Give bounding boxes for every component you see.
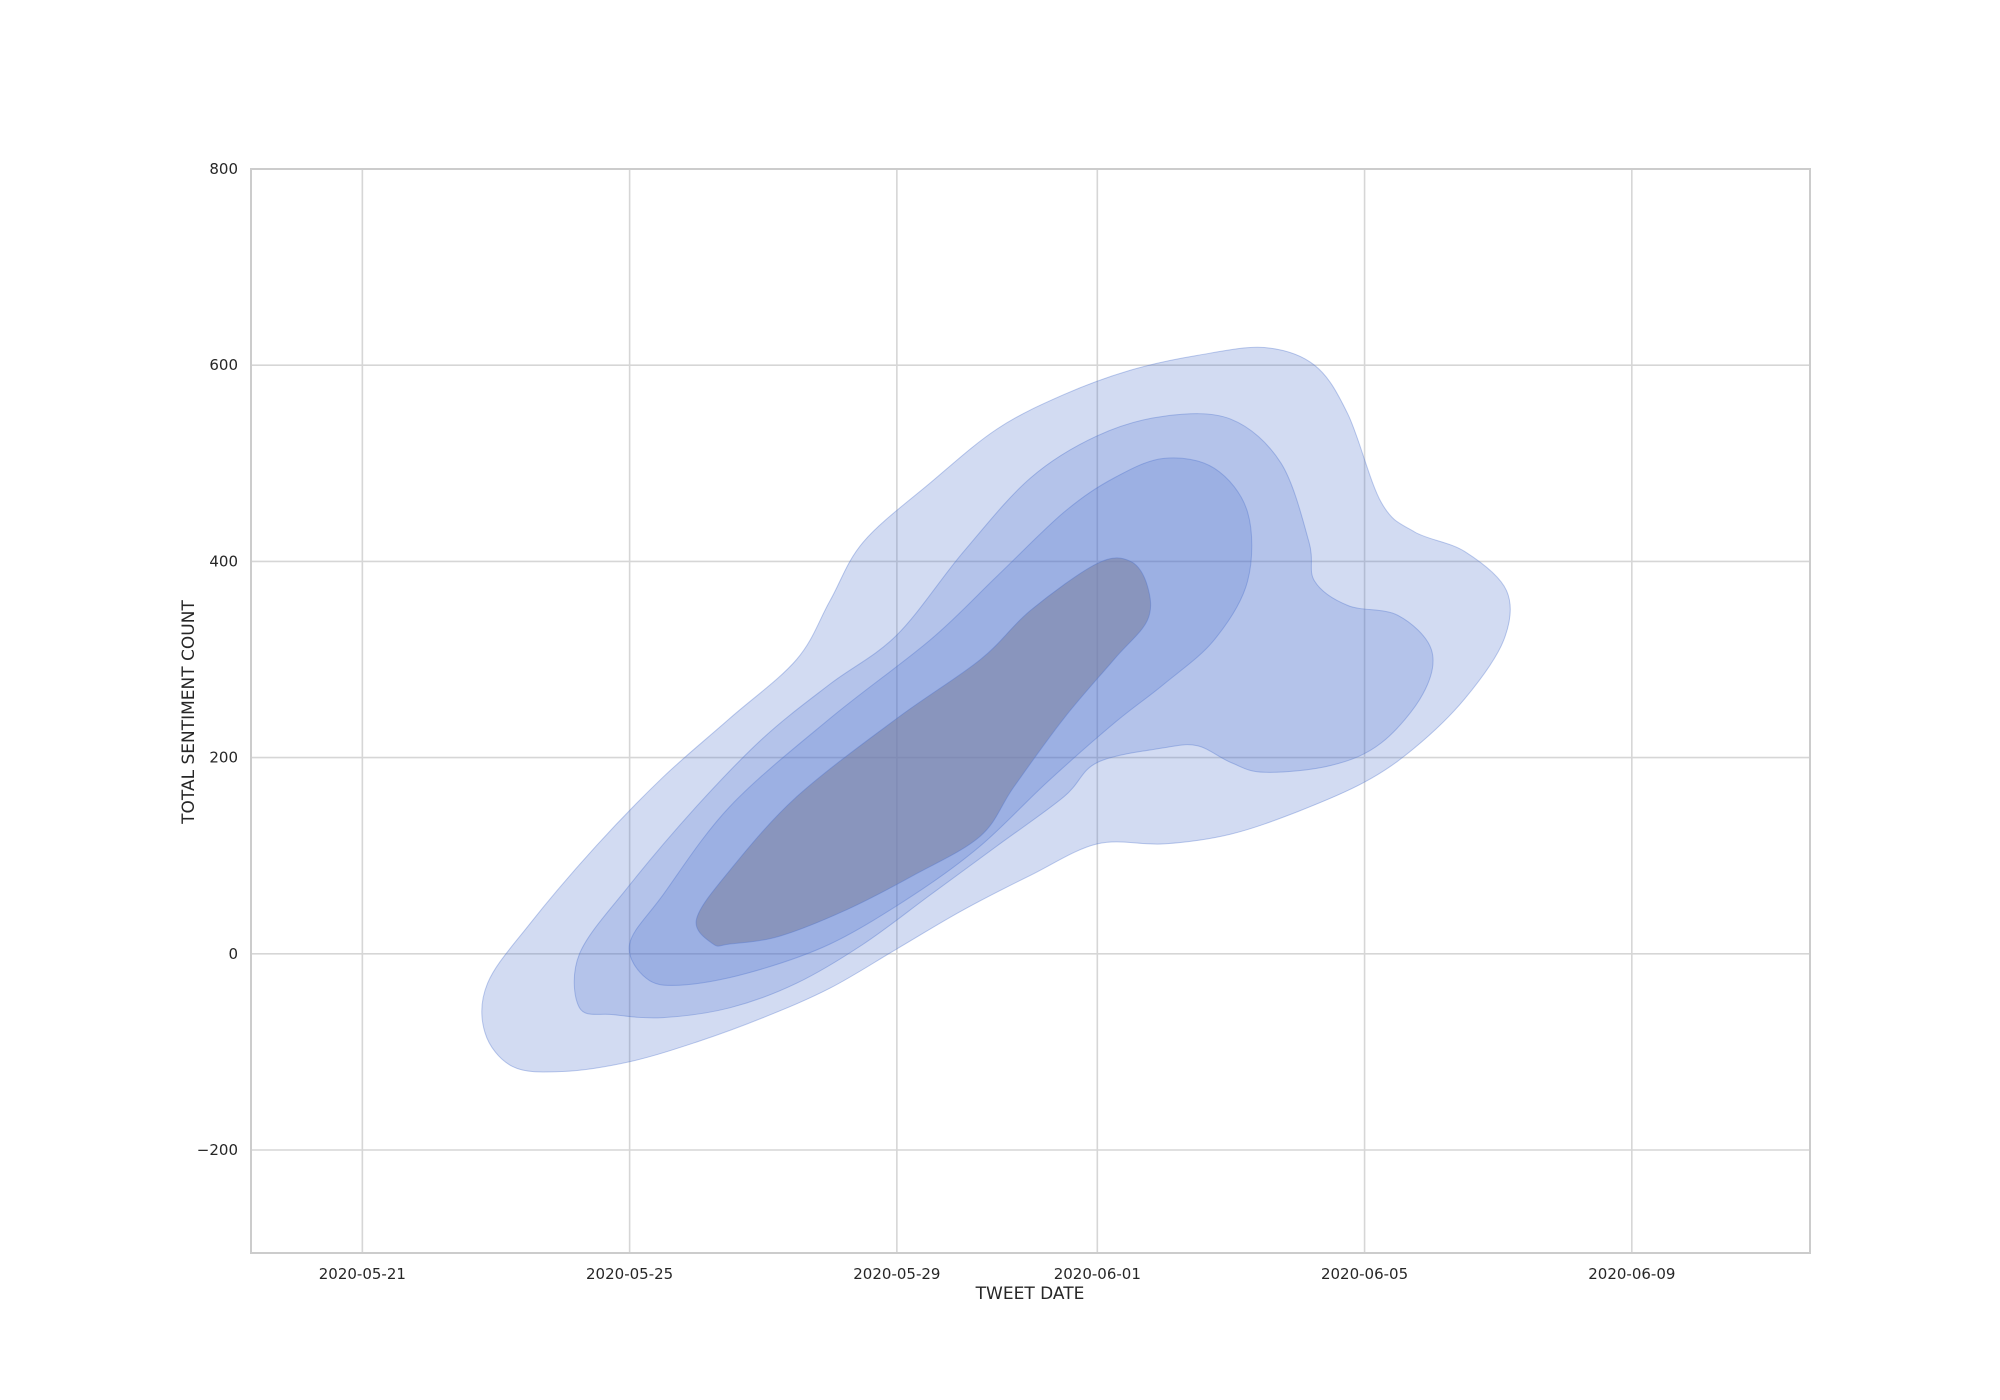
x-axis-label: TWEET DATE bbox=[975, 1284, 1085, 1304]
y-tick-label: 200 bbox=[209, 749, 238, 767]
x-tick-label: 2020-05-29 bbox=[853, 1265, 940, 1283]
y-tick-label: 0 bbox=[228, 945, 238, 963]
y-tick-label: 600 bbox=[209, 356, 238, 374]
y-tick-label: −200 bbox=[197, 1141, 238, 1159]
x-axis-ticks: 2020-05-21 2020-05-25 2020-05-29 2020-06-01… bbox=[319, 1265, 1676, 1283]
plot-frame bbox=[250, 168, 1811, 1254]
y-axis-label: TOTAL SENTIMENT COUNT bbox=[179, 600, 199, 825]
x-tick-label: 2020-06-05 bbox=[1321, 1265, 1408, 1283]
x-tick-label: 2020-06-01 bbox=[1054, 1265, 1141, 1283]
y-axis-ticks: −200 0 200 400 600 800 bbox=[197, 160, 238, 1159]
density-contours bbox=[481, 346, 1511, 1073]
y-tick-label: 400 bbox=[209, 552, 238, 570]
x-tick-label: 2020-05-25 bbox=[586, 1265, 673, 1283]
y-tick-label: 800 bbox=[209, 160, 238, 178]
x-tick-label: 2020-05-21 bbox=[319, 1265, 406, 1283]
density-contour-level-4 bbox=[695, 557, 1152, 947]
x-tick-label: 2020-06-09 bbox=[1588, 1265, 1675, 1283]
